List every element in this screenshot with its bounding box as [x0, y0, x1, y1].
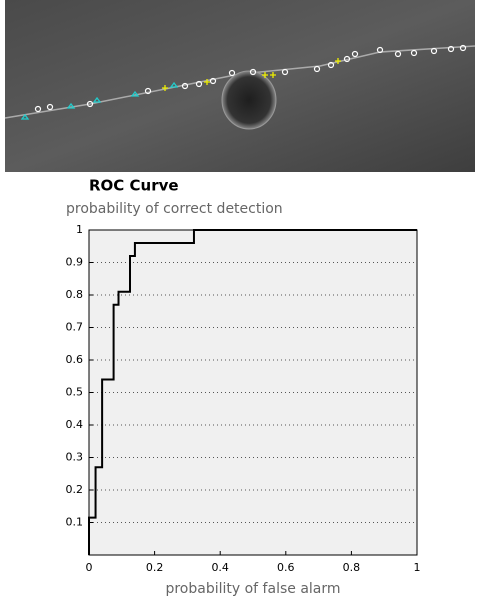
x-axis-label: probability of false alarm	[165, 581, 340, 597]
page: ROC Curve probability of correct detecti…	[0, 0, 479, 599]
y-tick-label: 0.8	[66, 288, 84, 301]
x-tick-label: 0	[86, 561, 93, 574]
y-tick-label: 0.2	[66, 483, 84, 496]
y-tick-label: 0.1	[66, 516, 84, 529]
x-tick-label: 0.8	[343, 561, 361, 574]
y-tick-label: 0.7	[66, 321, 84, 334]
x-tick-label: 1	[414, 561, 421, 574]
x-tick-label: 0.4	[211, 561, 229, 574]
y-tick-label: 0.4	[66, 418, 84, 431]
chart-title: ROC Curve	[89, 177, 179, 195]
micrograph	[5, 0, 475, 172]
figure: ROC Curve probability of correct detecti…	[0, 0, 479, 599]
y-tick-label: 0.5	[66, 386, 84, 399]
y-axis-label: probability of correct detection	[66, 201, 283, 217]
y-tick-label: 0.6	[66, 353, 84, 366]
y-tick-label: 0.9	[66, 256, 84, 269]
x-tick-label: 0.6	[277, 561, 295, 574]
x-tick-label: 0.2	[146, 561, 164, 574]
y-tick-label: 1	[76, 223, 83, 236]
y-tick-label: 0.3	[66, 451, 84, 464]
